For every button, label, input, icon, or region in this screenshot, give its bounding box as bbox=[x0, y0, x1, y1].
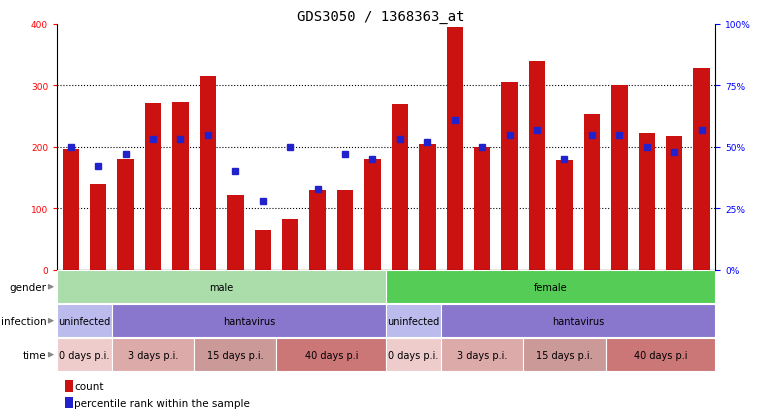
Bar bbox=[474, 147, 490, 270]
Text: female: female bbox=[534, 282, 568, 292]
Bar bbox=[112, 339, 194, 371]
Bar bbox=[606, 339, 715, 371]
Text: 0 days p.i.: 0 days p.i. bbox=[388, 350, 439, 360]
Bar bbox=[57, 305, 112, 337]
Text: 3 days p.i.: 3 days p.i. bbox=[128, 350, 178, 360]
Bar bbox=[447, 28, 463, 270]
Bar bbox=[666, 136, 683, 270]
Text: gender: gender bbox=[10, 282, 46, 292]
Text: count: count bbox=[75, 381, 103, 391]
Bar bbox=[638, 134, 655, 270]
Bar bbox=[199, 77, 216, 270]
Bar bbox=[310, 190, 326, 270]
Bar bbox=[501, 83, 517, 270]
Text: male: male bbox=[209, 282, 234, 292]
Text: 15 days p.i.: 15 days p.i. bbox=[207, 350, 263, 360]
Text: time: time bbox=[23, 350, 46, 360]
Text: 40 days p.i: 40 days p.i bbox=[304, 350, 358, 360]
Bar bbox=[145, 103, 161, 270]
Bar bbox=[337, 190, 353, 270]
Bar bbox=[584, 115, 600, 270]
Bar bbox=[117, 160, 134, 270]
Bar bbox=[57, 271, 386, 303]
Bar bbox=[254, 230, 271, 270]
Bar bbox=[90, 184, 107, 270]
Bar bbox=[282, 219, 298, 270]
Text: hantavirus: hantavirus bbox=[552, 316, 604, 326]
Text: infection: infection bbox=[1, 316, 46, 326]
Bar bbox=[386, 271, 715, 303]
Bar bbox=[386, 305, 441, 337]
Bar bbox=[194, 339, 276, 371]
Bar bbox=[112, 305, 386, 337]
Bar bbox=[524, 339, 606, 371]
Bar bbox=[365, 160, 380, 270]
Bar bbox=[172, 103, 189, 270]
Bar bbox=[441, 305, 715, 337]
Text: uninfected: uninfected bbox=[59, 316, 110, 326]
Text: 40 days p.i: 40 days p.i bbox=[634, 350, 687, 360]
Text: 15 days p.i.: 15 days p.i. bbox=[537, 350, 593, 360]
Bar bbox=[276, 339, 386, 371]
Text: GDS3050 / 1368363_at: GDS3050 / 1368363_at bbox=[297, 10, 464, 24]
Bar bbox=[62, 149, 79, 270]
Bar bbox=[693, 69, 710, 270]
Text: 3 days p.i.: 3 days p.i. bbox=[457, 350, 508, 360]
Bar bbox=[441, 339, 524, 371]
Text: 0 days p.i.: 0 days p.i. bbox=[59, 350, 110, 360]
Bar bbox=[611, 86, 628, 270]
Text: uninfected: uninfected bbox=[387, 316, 440, 326]
Bar bbox=[386, 339, 441, 371]
Text: percentile rank within the sample: percentile rank within the sample bbox=[75, 398, 250, 408]
Bar bbox=[556, 161, 573, 270]
Bar bbox=[529, 62, 546, 270]
Bar bbox=[419, 145, 435, 270]
Bar bbox=[227, 195, 244, 270]
Bar bbox=[392, 104, 408, 270]
Bar bbox=[57, 339, 112, 371]
Text: hantavirus: hantavirus bbox=[223, 316, 275, 326]
